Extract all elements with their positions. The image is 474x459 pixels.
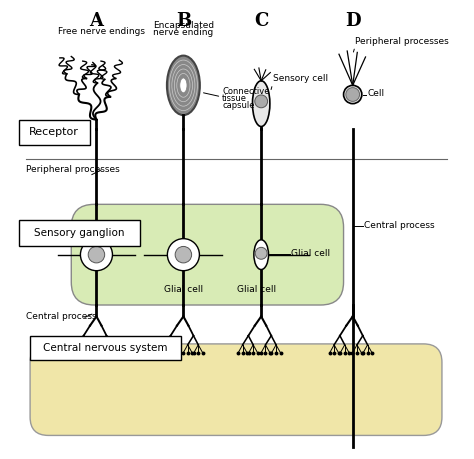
Text: Central process: Central process [26, 312, 96, 321]
Text: Receptor: Receptor [29, 127, 79, 137]
Text: Encapsulated: Encapsulated [153, 21, 214, 29]
Text: D: D [345, 12, 361, 30]
Circle shape [88, 246, 105, 263]
Text: A: A [90, 12, 103, 30]
Text: C: C [254, 12, 268, 30]
Text: Sensory cell: Sensory cell [273, 74, 328, 83]
Text: Free nerve endings: Free nerve endings [57, 27, 145, 36]
Ellipse shape [344, 85, 362, 104]
FancyBboxPatch shape [71, 204, 344, 305]
Circle shape [346, 88, 360, 101]
Circle shape [255, 95, 268, 108]
Ellipse shape [167, 56, 200, 115]
Text: Central process: Central process [364, 221, 435, 230]
Ellipse shape [254, 240, 268, 269]
Text: Peripheral processes: Peripheral processes [26, 165, 119, 174]
Text: Glial cell: Glial cell [237, 285, 276, 294]
Ellipse shape [180, 78, 187, 93]
Ellipse shape [253, 81, 270, 127]
Text: Glial cell: Glial cell [164, 285, 203, 294]
Text: capsule: capsule [222, 101, 255, 110]
Circle shape [175, 246, 191, 263]
Text: Connective: Connective [222, 87, 270, 96]
FancyBboxPatch shape [30, 344, 442, 436]
Text: Peripheral processes: Peripheral processes [355, 37, 449, 46]
Text: Cell: Cell [367, 89, 384, 98]
Circle shape [81, 239, 112, 271]
FancyBboxPatch shape [18, 120, 90, 145]
Circle shape [167, 239, 200, 271]
FancyBboxPatch shape [18, 220, 140, 246]
Text: nerve ending: nerve ending [153, 28, 213, 37]
Text: tissue: tissue [222, 94, 247, 103]
Text: Glial cell: Glial cell [291, 249, 330, 258]
FancyBboxPatch shape [30, 336, 181, 360]
Text: Sensory ganglion: Sensory ganglion [34, 228, 125, 238]
Text: Central nervous system: Central nervous system [43, 343, 168, 353]
Text: B: B [176, 12, 191, 30]
Circle shape [255, 247, 267, 259]
